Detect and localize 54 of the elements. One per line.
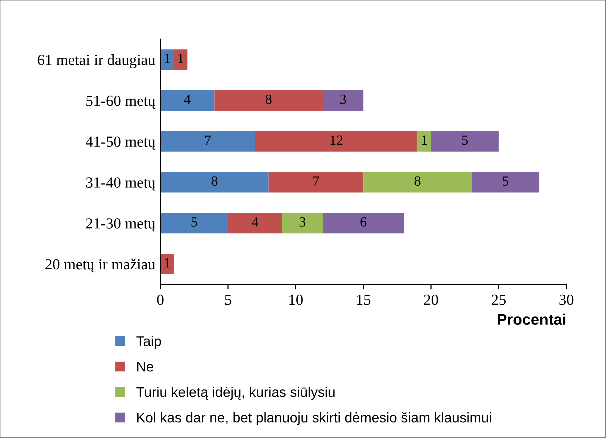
bar	[160, 254, 174, 274]
data-label: 8	[212, 176, 218, 186]
data-label: 4	[184, 94, 191, 104]
bar	[431, 131, 499, 152]
data-label: 3	[340, 94, 346, 104]
y-tick-label: 20 metų ir mažiau	[46, 258, 156, 273]
data-label: 12	[330, 136, 343, 145]
data-label: 5	[462, 136, 468, 146]
bar	[160, 213, 228, 234]
x-tick-label: 10	[290, 294, 303, 306]
bar	[418, 131, 432, 152]
data-label: 8	[414, 176, 421, 186]
y-tick-label: 61 metai ir daugiau	[38, 54, 156, 68]
x-tick-label: 0	[157, 294, 164, 306]
data-label: 7	[205, 136, 212, 145]
x-tick-label: 15	[357, 294, 371, 306]
bar	[364, 172, 472, 193]
bar	[160, 172, 269, 193]
x-axis-title: Procentai	[498, 314, 566, 326]
legend-label: Kol kas dar ne, bet planuoju skirti dėmesio šiam klausimui	[137, 412, 492, 426]
bar	[160, 131, 256, 152]
x-tick-label: 20	[424, 294, 438, 306]
data-label: 1	[422, 136, 428, 145]
bar	[174, 50, 188, 70]
bar	[214, 90, 323, 111]
y-tick-label: 41-50 metų	[86, 136, 156, 150]
data-label: 4	[252, 218, 259, 227]
data-label: 1	[178, 54, 184, 64]
data-label: 3	[300, 218, 306, 227]
data-label: 5	[503, 176, 509, 186]
data-label: 5	[192, 218, 198, 227]
bar	[228, 213, 282, 234]
bar	[323, 90, 364, 111]
bar	[472, 172, 540, 193]
bar	[268, 172, 364, 193]
bar	[255, 131, 418, 152]
data-label: 7	[314, 176, 320, 186]
data-label: 6	[360, 218, 367, 227]
bar	[160, 50, 174, 70]
data-label: 1	[165, 258, 170, 268]
bar	[160, 90, 215, 111]
legend-label: Taip	[136, 336, 162, 350]
x-tick-label: 25	[492, 294, 506, 306]
y-tick-label: 21-30 metų	[86, 218, 156, 232]
y-tick-label: 31-40 metų	[86, 178, 156, 191]
data-label: 8	[266, 94, 272, 104]
legend-label: Ne	[137, 362, 154, 372]
y-tick-label: 51-60 metų	[86, 96, 156, 110]
data-label: 1	[165, 54, 170, 64]
bar	[282, 213, 323, 234]
x-tick-label: 5	[225, 295, 232, 306]
bar	[323, 213, 404, 234]
legend-label: Turiu keletą idėjų, kurias siūlysiu	[136, 387, 335, 400]
x-tick-label: 30	[560, 294, 574, 306]
